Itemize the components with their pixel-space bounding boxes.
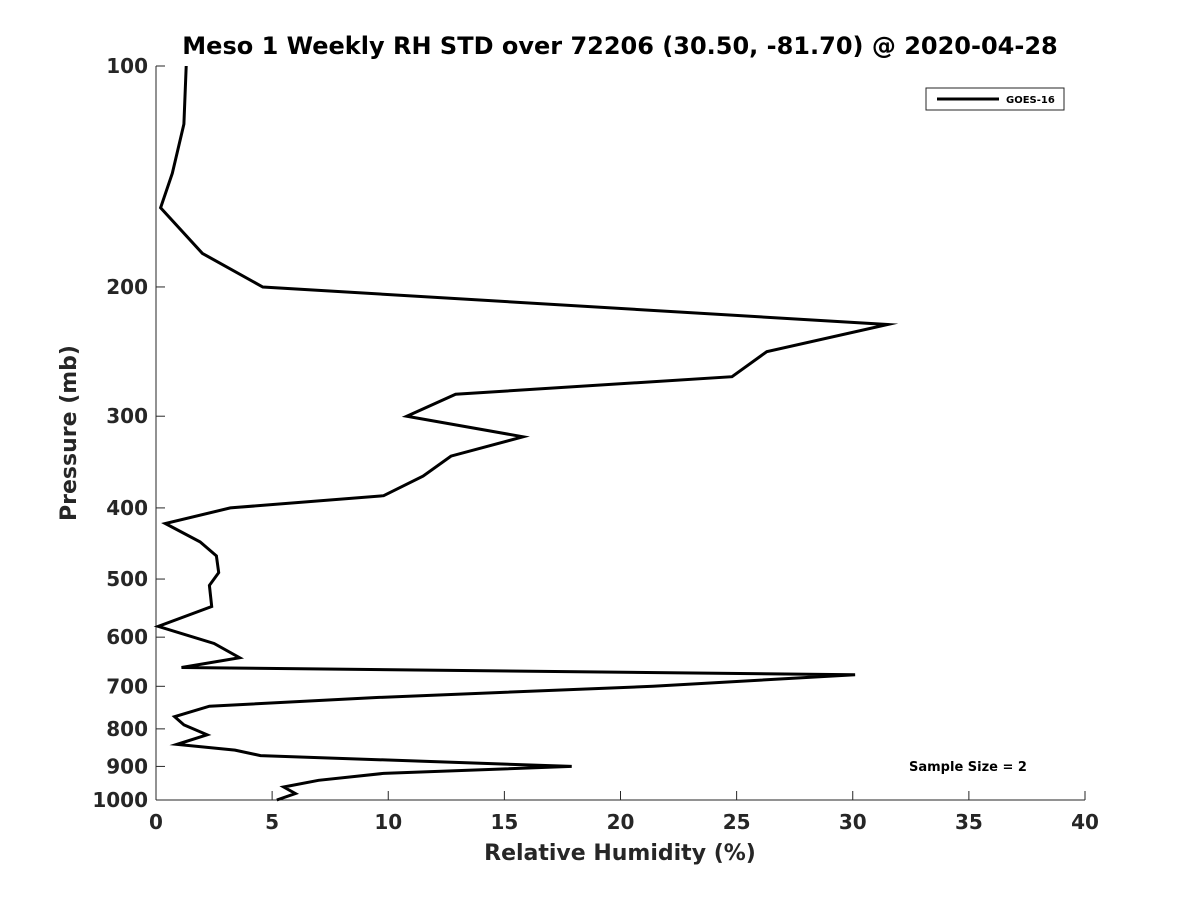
x-tick-label: 40: [1071, 810, 1099, 834]
x-axis-label: Relative Humidity (%): [484, 841, 756, 866]
y-tick-label: 400: [106, 496, 148, 520]
x-tick-label: 25: [723, 810, 751, 834]
y-tick-label: 600: [106, 625, 148, 649]
y-ticks: 100 200 300 400 500 600 700 800 900 1000: [92, 54, 165, 812]
y-tick-label: 300: [106, 404, 148, 428]
x-tick-label: 0: [149, 810, 163, 834]
series-group: [153, 65, 899, 802]
axes: [155, 66, 1085, 801]
x-tick-label: 35: [955, 810, 983, 834]
legend-series-label: GOES-16: [1006, 95, 1055, 106]
y-tick-label: 1000: [92, 788, 148, 812]
x-tick-label: 5: [265, 810, 279, 834]
y-tick-label: 900: [106, 754, 148, 778]
x-ticks: 0 5 10 15 20 25 30 35 40: [149, 791, 1099, 834]
sample-size-annotation: Sample Size = 2: [909, 760, 1027, 775]
y-tick-label: 100: [106, 54, 148, 78]
legend: GOES-16: [925, 87, 1065, 111]
y-axis-label: Pressure (mb): [57, 345, 82, 521]
y-tick-label: 200: [106, 275, 148, 299]
y-tick-label: 500: [106, 567, 148, 591]
x-tick-label: 30: [839, 810, 867, 834]
chart-title: Meso 1 Weekly RH STD over 72206 (30.50, …: [182, 32, 1057, 60]
y-tick-label: 700: [106, 674, 148, 698]
series-line-goes-16: [153, 65, 899, 802]
x-tick-label: 15: [490, 810, 518, 834]
x-tick-label: 10: [374, 810, 402, 834]
y-tick-label: 800: [106, 717, 148, 741]
x-tick-label: 20: [607, 810, 635, 834]
